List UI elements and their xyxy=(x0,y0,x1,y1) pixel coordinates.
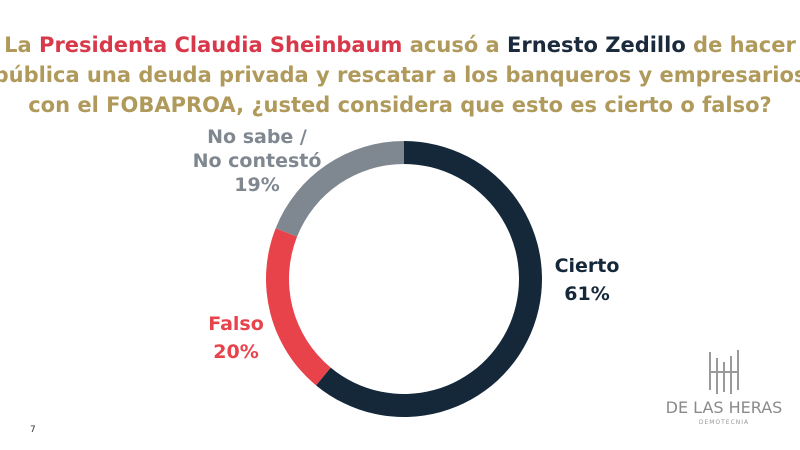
title-part: acusó a xyxy=(402,33,507,57)
value-label: 19% xyxy=(234,174,279,196)
donut-segment xyxy=(266,228,331,386)
logo: DE LAS HERAS DEMOTECNIA xyxy=(666,350,783,426)
title-part: La xyxy=(4,33,39,57)
title-part: Ernesto Zedillo xyxy=(507,33,686,57)
title-line: La Presidenta Claudia Sheinbaum acusó a … xyxy=(4,33,796,57)
title-line: con el FOBAPROA, ¿usted considera que es… xyxy=(28,93,772,117)
donut-segment xyxy=(275,141,404,237)
logo-icon xyxy=(709,350,739,394)
title-part: con el FOBAPROA, ¿usted considera que es… xyxy=(28,93,772,117)
page-number: 7 xyxy=(30,425,36,435)
category-label: No sabe / No contestó xyxy=(193,126,322,172)
donut-segment xyxy=(316,141,542,417)
category-label: Falso xyxy=(208,313,264,335)
logo-name: DE LAS HERAS xyxy=(666,398,783,417)
donut xyxy=(266,141,542,417)
logo-tagline: DEMOTECNIA xyxy=(699,419,749,426)
value-label: 20% xyxy=(213,341,258,363)
title-part: pública una deuda privada y rescatar a l… xyxy=(0,63,800,87)
title-part: Presidenta Claudia Sheinbaum xyxy=(39,33,402,57)
category-label: Cierto xyxy=(555,255,620,277)
chart-title: La Presidenta Claudia Sheinbaum acusó a … xyxy=(0,33,800,117)
value-label: 61% xyxy=(564,283,609,305)
title-line: pública una deuda privada y rescatar a l… xyxy=(0,63,800,87)
title-part: de hacer xyxy=(686,33,797,57)
